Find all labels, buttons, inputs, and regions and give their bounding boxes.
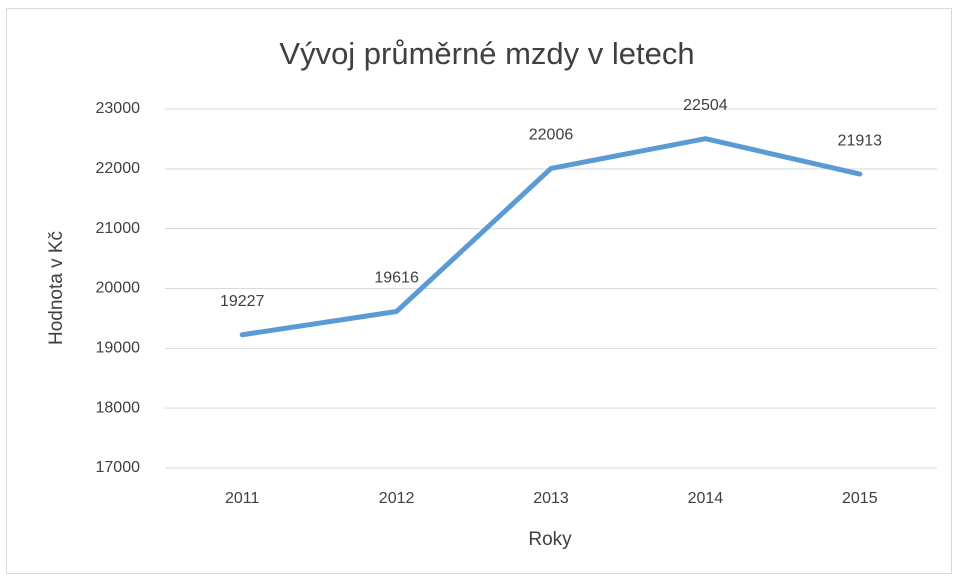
x-tick-label: 2012 (379, 490, 415, 507)
y-tick-label: 17000 (96, 459, 141, 476)
y-tick-label: 21000 (96, 220, 141, 237)
x-tick-label: 2015 (842, 490, 878, 507)
y-tick-label: 22000 (96, 160, 141, 177)
y-tick-label: 20000 (96, 280, 141, 297)
chart-frame (6, 8, 952, 574)
y-axis-label: Hodnota v Kč (46, 231, 67, 345)
x-axis-label: Roky (528, 529, 572, 550)
data-label: 22006 (529, 127, 574, 144)
data-label: 21913 (838, 132, 883, 149)
data-label: 19616 (374, 270, 419, 287)
y-tick-label: 18000 (96, 399, 141, 416)
x-tick-label: 2013 (533, 490, 569, 507)
x-tick-label: 2011 (225, 490, 260, 507)
data-label: 22504 (683, 97, 728, 114)
y-tick-label: 19000 (96, 340, 141, 357)
data-label: 19227 (220, 293, 265, 310)
chart-title: Vývoj průměrné mzdy v letech (279, 36, 694, 71)
y-tick-label: 23000 (96, 100, 141, 117)
x-tick-label: 2014 (688, 490, 724, 507)
data-line (239, 136, 863, 338)
